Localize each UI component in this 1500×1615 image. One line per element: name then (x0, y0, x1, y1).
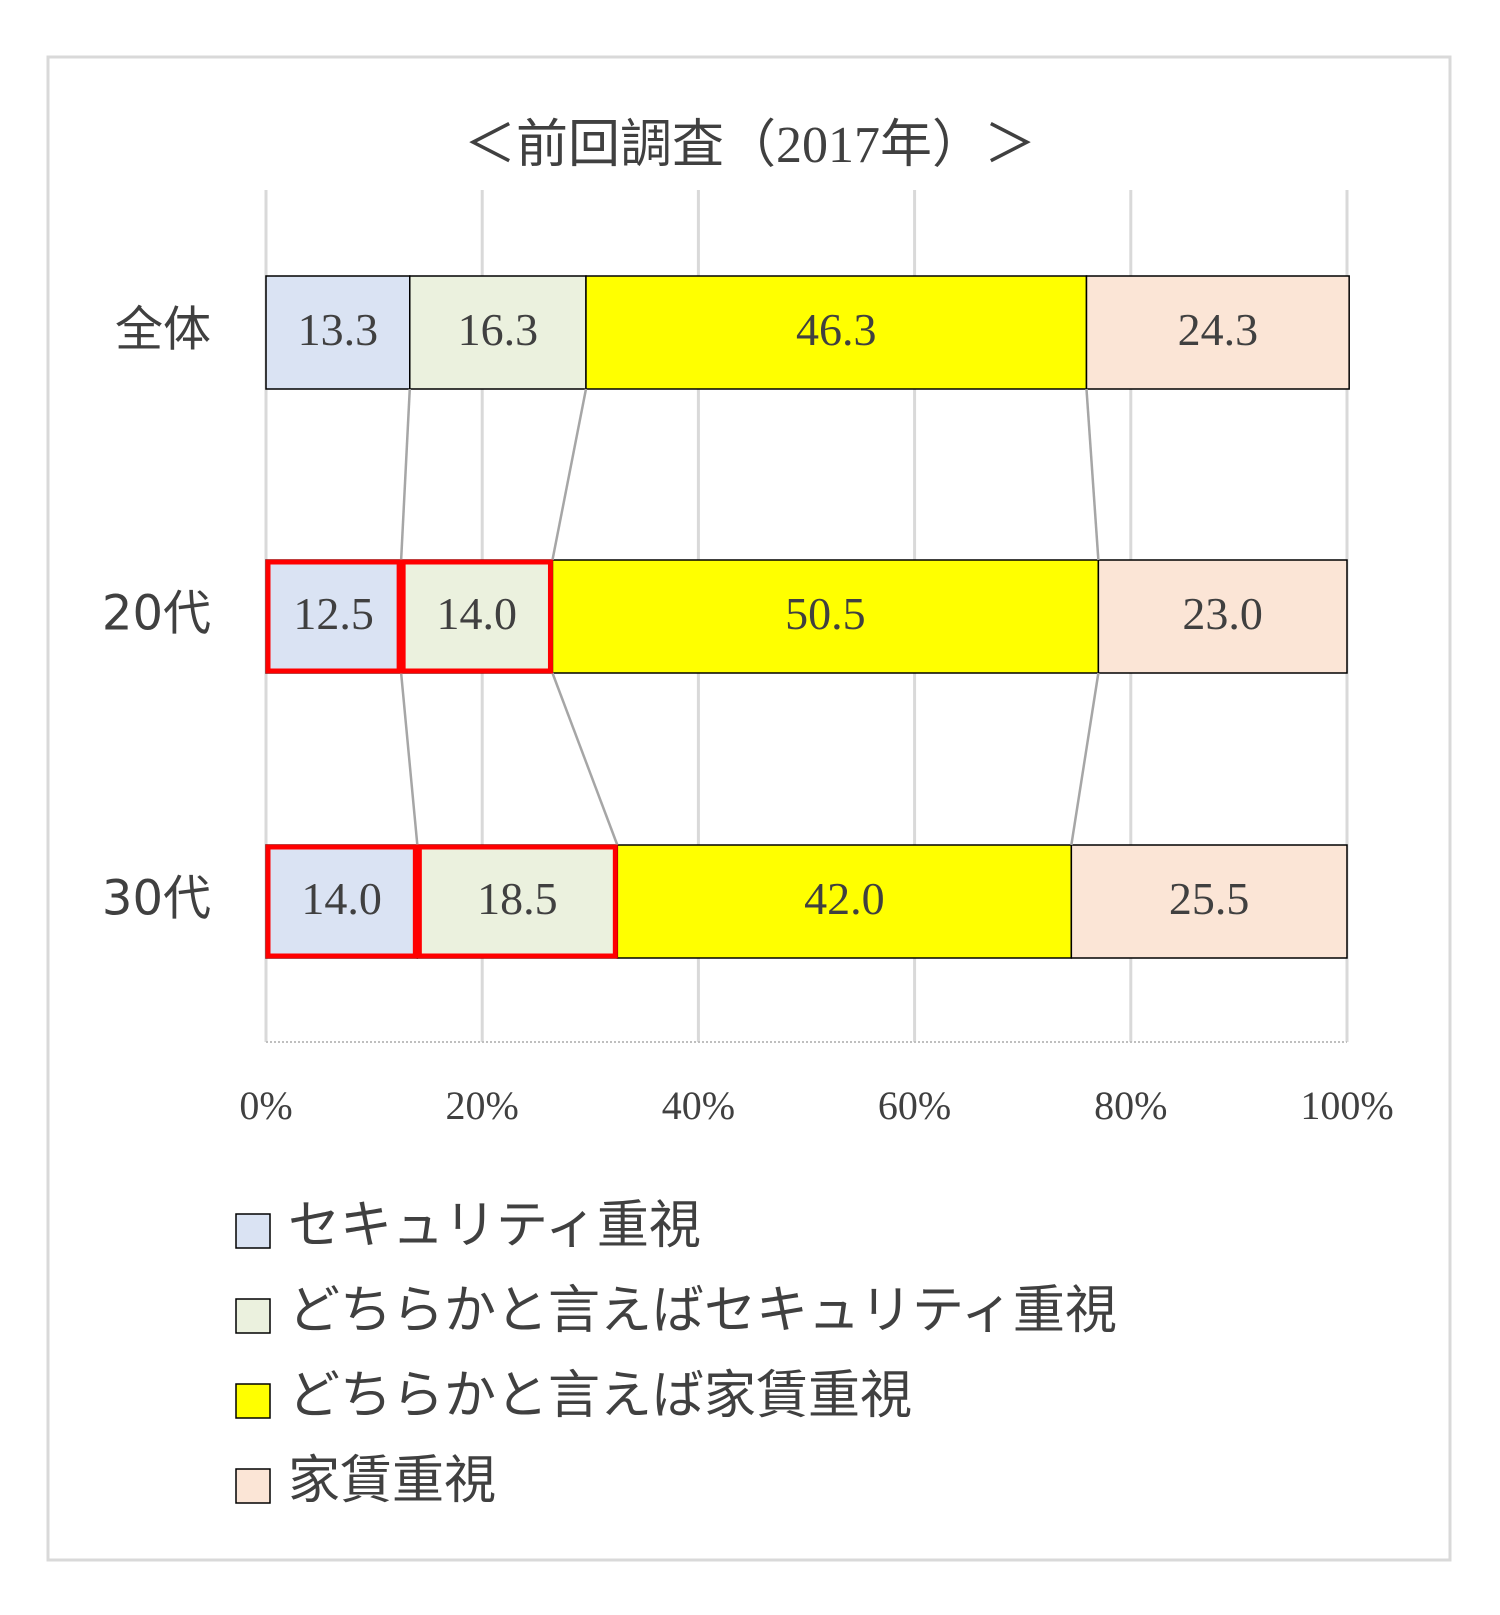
bar-segment (265, 275, 411, 390)
value-label: 13.3 (298, 304, 379, 355)
legend-swatch (235, 1298, 271, 1334)
chart-title: ＜前回調査（2017年）＞ (464, 117, 1036, 174)
highlight-box (416, 844, 618, 959)
highlight-box (400, 559, 553, 674)
legend-label: 家賃重視 (288, 1453, 496, 1510)
bar-segment (416, 844, 619, 959)
legend-label: セキュリティ重視 (288, 1198, 701, 1255)
category-label: 30代 (102, 871, 211, 927)
value-label: 12.5 (293, 588, 374, 639)
legend-swatch (235, 1383, 271, 1419)
legend-swatch (235, 1213, 271, 1249)
value-label: 24.3 (1178, 304, 1259, 355)
bar-segment (1070, 844, 1348, 959)
legend-label: どちらかと言えば家賃重視 (288, 1368, 912, 1425)
x-tick-label: 20% (446, 1083, 519, 1128)
value-label: 14.0 (301, 873, 382, 924)
bar-segment (1097, 559, 1348, 674)
value-label: 46.3 (796, 304, 877, 355)
highlight-box (265, 559, 402, 674)
legend-swatch (235, 1468, 271, 1504)
series-line (1070, 672, 1100, 846)
bar-segment (551, 559, 1100, 674)
value-label: 42.0 (804, 873, 885, 924)
series-line (399, 672, 419, 846)
x-tick-label: 60% (878, 1083, 951, 1128)
x-tick-label: 40% (662, 1083, 735, 1128)
value-label: 25.5 (1169, 873, 1250, 924)
bar-segment (409, 275, 587, 390)
series-line (551, 672, 619, 846)
value-label: 16.3 (458, 304, 539, 355)
value-label: 50.5 (785, 588, 866, 639)
category-label: 全体 (115, 302, 211, 358)
bar-segment (585, 275, 1088, 390)
x-tick-label: 100% (1300, 1083, 1393, 1128)
bar-segment (616, 844, 1073, 959)
highlight-box (265, 844, 418, 959)
bar-segment (265, 559, 402, 674)
category-label: 20代 (102, 586, 211, 642)
x-tick-label: 0% (239, 1083, 292, 1128)
value-label: 14.0 (437, 588, 518, 639)
series-line (1085, 388, 1100, 561)
series-line (399, 388, 412, 561)
value-label: 18.5 (477, 873, 558, 924)
bar-segment (1085, 275, 1350, 390)
legend-label: どちらかと言えばセキュリティ重視 (288, 1283, 1117, 1340)
series-line (551, 388, 588, 561)
value-label: 23.0 (1182, 588, 1263, 639)
x-tick-label: 80% (1094, 1083, 1167, 1128)
